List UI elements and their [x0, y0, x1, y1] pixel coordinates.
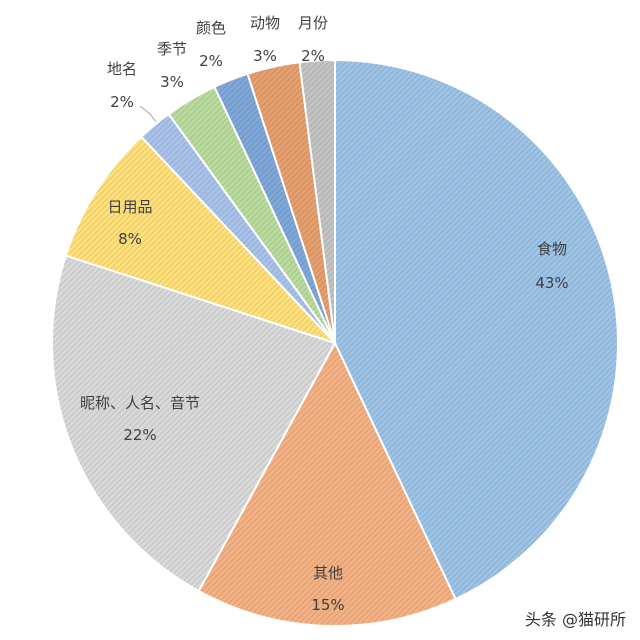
pie-slice	[64, 135, 336, 344]
slice-value-label: 2%	[110, 93, 134, 111]
slice-category-label: 昵称、人名、音节	[80, 394, 200, 412]
pie-slice	[51, 254, 337, 593]
pie-labels: 食物 43% 其他 15% 昵称、人名、音节 22% 日用品 8% 地名 2% 季节 3% 颜色 2% 动物…	[80, 14, 569, 614]
pie-slice	[334, 58, 620, 601]
slice-value-label: 43%	[535, 274, 568, 292]
slice-category-label: 日用品	[107, 198, 152, 216]
slice-value-label: 2%	[301, 47, 325, 65]
slice-value-label: 3%	[160, 73, 184, 91]
slice-value-label: 15%	[311, 596, 344, 614]
slice-value-label: 22%	[123, 426, 156, 444]
slice-value-label: 2%	[199, 52, 223, 70]
slice-category-label: 地名	[107, 60, 137, 78]
slice-category-label: 其他	[313, 564, 343, 582]
slice-category-label: 颜色	[196, 19, 226, 37]
watermark: 头条 @猫研所	[524, 610, 626, 629]
label-leader-line	[139, 105, 157, 123]
pie-slice	[197, 340, 457, 627]
slice-category-label: 月份	[298, 14, 328, 32]
pie-slices	[51, 58, 620, 627]
slice-value-label: 8%	[118, 230, 142, 248]
slice-category-label: 动物	[250, 14, 280, 32]
pie-slice	[298, 58, 336, 344]
slice-category-label: 季节	[157, 40, 187, 58]
slice-category-label: 食物	[537, 240, 567, 258]
slice-value-label: 3%	[253, 47, 277, 65]
